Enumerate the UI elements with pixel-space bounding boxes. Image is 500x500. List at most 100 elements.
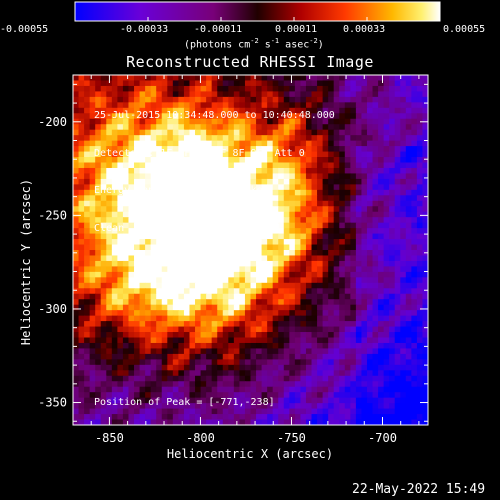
heatmap-cell: [416, 359, 424, 366]
heatmap-cell: [389, 381, 396, 388]
heatmap-cell: [378, 299, 385, 306]
heatmap-cell: [289, 266, 296, 273]
heatmap-cell: [195, 271, 202, 278]
heatmap-cell: [78, 178, 85, 185]
heatmap-cell: [350, 96, 357, 103]
heatmap-cell: [272, 414, 279, 421]
heatmap-cell: [378, 364, 385, 371]
heatmap-cell: [117, 386, 124, 393]
heatmap-cell: [244, 239, 252, 246]
heatmap-cell: [145, 271, 152, 278]
heatmap-cell: [294, 167, 302, 175]
heatmap-cell: [122, 299, 130, 306]
heatmap-cell: [339, 146, 346, 153]
heatmap-cell: [206, 359, 213, 366]
heatmap-cell: [167, 266, 174, 273]
heatmap-cell: [95, 419, 102, 425]
heatmap-cell: [122, 80, 130, 87]
heatmap-cell: [333, 200, 340, 207]
heatmap-cell: [416, 342, 424, 350]
heatmap-cell: [84, 310, 91, 317]
heatmap-cell: [189, 91, 196, 98]
heatmap-cell: [178, 408, 185, 415]
heatmap-cell: [394, 288, 401, 295]
heatmap-cell: [128, 140, 135, 147]
heatmap-cell: [145, 233, 152, 240]
heatmap-cell: [89, 146, 96, 153]
heatmap-cell: [206, 321, 213, 328]
heatmap-cell: [95, 370, 102, 377]
heatmap-cell: [73, 146, 80, 153]
heatmap-cell: [333, 135, 340, 142]
heatmap-cell: [150, 113, 157, 120]
heatmap-cell: [366, 419, 374, 425]
heatmap-cell: [73, 282, 80, 289]
heatmap-cell: [383, 135, 390, 142]
heatmap-cell: [322, 129, 329, 136]
heatmap-cell: [206, 173, 213, 180]
heatmap-cell: [111, 310, 118, 317]
heatmap-cell: [73, 408, 80, 415]
heatmap-cell: [84, 228, 91, 235]
heatmap-cell: [400, 392, 407, 399]
heatmap-cell: [311, 315, 318, 322]
heatmap-cell: [195, 419, 202, 425]
heatmap-cell: [256, 244, 263, 251]
heatmap-cell: [333, 146, 340, 153]
heatmap-cell: [405, 129, 412, 136]
heatmap-cell: [167, 414, 174, 421]
heatmap-cell: [400, 364, 407, 371]
heatmap-cell: [372, 217, 379, 224]
heatmap-cell: [217, 375, 224, 382]
heatmap-cell: [272, 206, 279, 213]
heatmap-cell: [328, 266, 335, 273]
heatmap-cell: [244, 118, 252, 125]
heatmap-cell: [422, 239, 428, 246]
heatmap-cell: [272, 167, 279, 175]
heatmap-cell: [178, 80, 185, 87]
heatmap-cell: [233, 91, 241, 98]
heatmap-cell: [117, 222, 124, 229]
heatmap-cell: [183, 113, 191, 120]
heatmap-cell: [350, 315, 357, 322]
heatmap-cell: [128, 195, 135, 202]
heatmap-cell: [411, 397, 418, 404]
heatmap-cell: [366, 348, 374, 355]
heatmap-cell: [134, 233, 141, 240]
heatmap-cell: [200, 332, 207, 339]
heatmap-cell: [150, 206, 157, 213]
heatmap-cell: [233, 124, 241, 131]
heatmap-cell: [267, 342, 274, 350]
heatmap-cell: [178, 211, 185, 218]
heatmap-cell: [150, 239, 157, 246]
heatmap-cell: [272, 129, 279, 136]
heatmap-cell: [244, 85, 252, 93]
heatmap-cell: [300, 370, 307, 377]
heatmap-cell: [211, 85, 218, 93]
heatmap-cell: [150, 348, 157, 355]
heatmap-cell: [222, 85, 229, 93]
heatmap-cell: [228, 146, 235, 153]
heatmap-cell: [139, 419, 146, 425]
heatmap-cell: [378, 337, 385, 344]
heatmap-cell: [355, 118, 363, 125]
heatmap-cell: [206, 189, 213, 196]
heatmap-cell: [283, 304, 290, 311]
heatmap-cell: [117, 337, 124, 344]
heatmap-cell: [283, 85, 290, 93]
heatmap-cell: [422, 271, 428, 278]
heatmap-cell: [111, 124, 118, 131]
heatmap-cell: [272, 282, 279, 289]
heatmap-cell: [84, 277, 91, 284]
heatmap-cell: [294, 397, 302, 404]
heatmap-cell: [378, 359, 385, 366]
heatmap-cell: [344, 200, 351, 207]
heatmap-cell: [278, 250, 285, 257]
heatmap-cell: [405, 359, 412, 366]
heatmap-cell: [355, 353, 363, 360]
heatmap-cell: [172, 353, 179, 360]
heatmap-cell: [200, 75, 207, 82]
heatmap-cell: [261, 85, 268, 93]
heatmap-cell: [200, 359, 207, 366]
heatmap-cell: [317, 315, 324, 322]
